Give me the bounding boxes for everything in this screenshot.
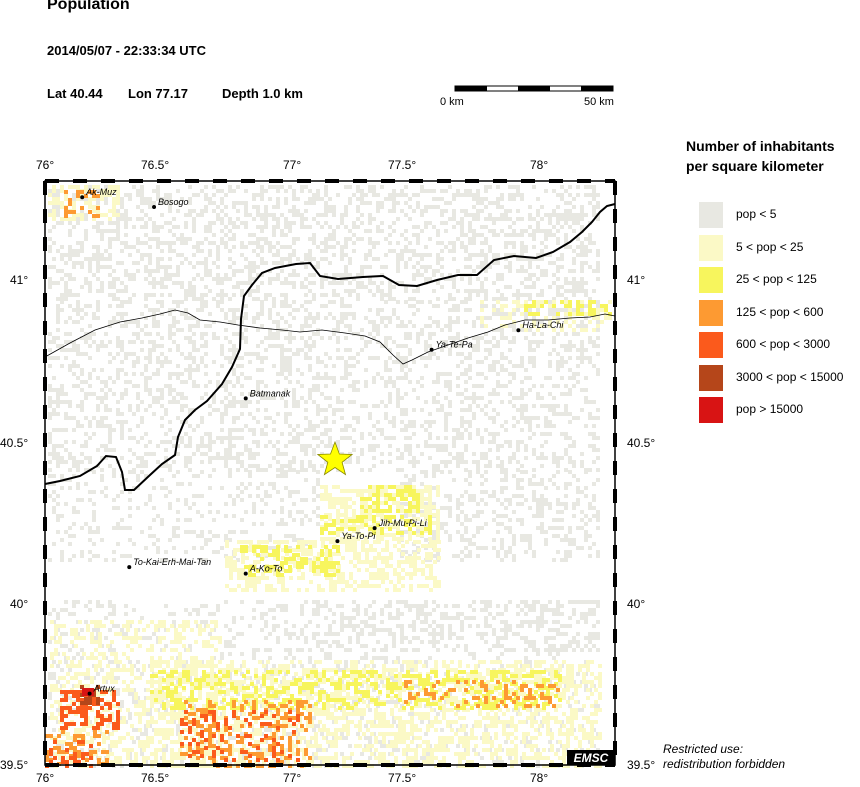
page-title: Population	[47, 0, 130, 13]
legend-label: 600 < pop < 3000	[736, 337, 831, 351]
legend-swatch	[699, 202, 723, 228]
legend-label: 125 < pop < 600	[736, 304, 824, 319]
legend-title-line: Number of inhabitants	[686, 138, 835, 154]
event-latitude: Lat 40.44	[47, 86, 103, 101]
city-marker	[87, 691, 92, 696]
legend-label: pop < 5	[736, 207, 777, 221]
lat-tick-right: 40°	[627, 597, 646, 611]
legend-swatch	[699, 299, 723, 326]
epicenter-star-icon	[316, 440, 354, 476]
map-frame	[43, 179, 617, 767]
legend-swatch	[699, 267, 723, 293]
city-label: Artux	[93, 684, 116, 694]
event-longitude: Lon 77.17	[128, 86, 188, 101]
lat-tick-left: 40.5°	[0, 436, 29, 450]
city-marker	[80, 195, 85, 200]
lon-tick-bottom: 76°	[36, 771, 55, 785]
city-layer: Ak-Muz Bosogo Batmanak Ya-Te-Pa Ha-La-Chi Jih…	[80, 187, 564, 696]
emsc-logo-text: EMSC	[574, 751, 609, 765]
city-marker	[335, 539, 340, 544]
admin-boundary-line	[44, 309, 616, 365]
city-label: Batmanak	[250, 388, 291, 398]
city-label: A-Ko-To	[249, 564, 283, 574]
lon-tick-top: 76°	[36, 158, 55, 172]
city-label: Ya-Te-Pa	[436, 340, 473, 350]
lon-tick-bottom: 77°	[283, 771, 302, 785]
city-marker	[243, 571, 248, 576]
city-marker	[152, 204, 157, 209]
city-marker	[372, 526, 377, 531]
legend-label: pop > 15000	[736, 402, 804, 416]
emsc-logo: EMSC	[567, 750, 615, 765]
legend-swatch	[699, 397, 723, 423]
redistribution-note: redistribution forbidden	[663, 757, 786, 771]
lon-tick-top: 77.5°	[388, 158, 417, 172]
event-datetime: 2014/05/07 - 22:33:34 UTC	[47, 43, 206, 58]
restricted-use-note: Restricted use:	[663, 742, 744, 756]
city-marker	[127, 565, 132, 570]
lat-tick-right: 40.5°	[627, 436, 656, 450]
legend-title: Number of inhabitants per square kilomet…	[686, 136, 856, 176]
country-border-line	[44, 203, 616, 491]
city-label: Ha-La-Chi	[522, 320, 564, 330]
event-depth: Depth 1.0 km	[222, 86, 303, 101]
lat-tick-left: 40°	[10, 597, 29, 611]
scale-end-label: 50 km	[584, 96, 614, 108]
city-label: Jih-Mu-Pi-Li	[378, 518, 428, 528]
lon-tick-top: 78°	[530, 158, 549, 172]
legend-swatch	[699, 364, 723, 391]
lat-tick-right: 39.5°	[627, 758, 656, 772]
scale-start-label: 0 km	[440, 96, 464, 108]
city-label: Bosogo	[158, 197, 189, 207]
city-marker	[243, 396, 248, 401]
city-marker	[516, 328, 521, 333]
legend-swatch	[699, 234, 723, 261]
city-label: Ak-Muz	[85, 187, 117, 197]
lon-tick-bottom: 77.5°	[388, 771, 417, 785]
scale-bar	[454, 85, 614, 92]
legend-label: 25 < pop < 125	[736, 272, 817, 286]
lon-tick-top: 77°	[283, 158, 302, 172]
population-grid	[45, 185, 612, 768]
city-label: To-Kai-Erh-Mai-Tan	[133, 557, 211, 567]
city-marker	[429, 347, 434, 352]
lat-tick-right: 41°	[627, 273, 646, 287]
lat-tick-left: 41°	[10, 273, 29, 287]
lat-tick-left: 39.5°	[0, 758, 29, 772]
legend-label: 5 < pop < 25	[736, 239, 804, 254]
legend-title-line: per square kilometer	[686, 158, 824, 174]
lon-tick-bottom: 78°	[530, 771, 549, 785]
lon-tick-top: 76.5°	[141, 158, 170, 172]
lon-tick-bottom: 76.5°	[141, 771, 170, 785]
city-label: Ya-To-Pi	[341, 531, 376, 541]
legend-label: 3000 < pop < 15000	[736, 369, 844, 384]
legend-swatch	[699, 332, 723, 358]
